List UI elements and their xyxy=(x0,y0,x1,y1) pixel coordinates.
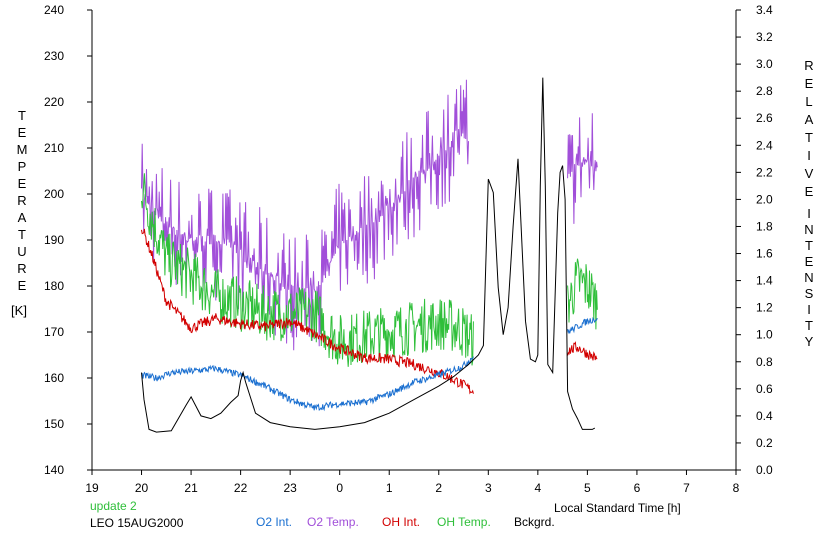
y-left-label-letter: M xyxy=(17,142,28,157)
y-right-label-letter: T xyxy=(805,238,813,253)
y-right-tick-label: 0.4 xyxy=(756,409,773,423)
series-o2-temp-line xyxy=(141,79,469,351)
x-tick-label: 1 xyxy=(386,481,393,495)
labels-group: 19 20 21 22 23 0 1 2 3 4 5 6 7 8140150160170180190200… xyxy=(11,3,814,529)
x-tick-label: 6 xyxy=(634,481,641,495)
y-right-label-letter: S xyxy=(805,286,814,301)
y-left-label-letter: E xyxy=(18,125,27,140)
series-oh-temp-line xyxy=(141,173,474,367)
y-left-label-letter: E xyxy=(18,278,27,293)
y-left-label-letter: T xyxy=(18,108,26,123)
x-tick-label: 7 xyxy=(683,481,690,495)
y-right-tick-label: 3.0 xyxy=(756,57,773,71)
y-right-tick-label: 1.4 xyxy=(756,274,773,288)
y-right-label-letter: A xyxy=(805,112,814,127)
series-layer xyxy=(141,77,598,433)
y-left-tick-label: 180 xyxy=(44,279,64,293)
y-right-label-letter: N xyxy=(804,222,813,237)
footer-station: LEO 15AUG2000 xyxy=(90,516,184,530)
y-left-tick-label: 230 xyxy=(44,49,64,63)
y-right-label-letter: E xyxy=(805,76,814,91)
footer-update: update 2 xyxy=(90,499,137,513)
y-left-label-letter: E xyxy=(18,176,27,191)
y-right-label-letter: V xyxy=(805,166,814,181)
legend-item: O2 Temp. xyxy=(307,515,359,529)
y-right-label-letter: I xyxy=(807,148,811,163)
y-left-tick-label: 190 xyxy=(44,233,64,247)
series-oh-int-line xyxy=(141,228,474,395)
y-right-tick-label: 1.2 xyxy=(756,301,773,315)
y-left-label-letter: A xyxy=(18,210,27,225)
y-right-label-letter: L xyxy=(805,94,812,109)
y-right-tick-label: 2.0 xyxy=(756,192,773,206)
x-tick-label: 23 xyxy=(283,481,297,495)
y-right-tick-label: 2.6 xyxy=(756,111,773,125)
y-left-tick-label: 150 xyxy=(44,417,64,431)
x-tick-label: 8 xyxy=(733,481,740,495)
x-axis-label: Local Standard Time [h] xyxy=(554,501,681,515)
y-left-tick-label: 200 xyxy=(44,187,64,201)
y-right-tick-label: 3.2 xyxy=(756,30,773,44)
y-right-label-letter: I xyxy=(807,206,811,221)
y-right-label-letter: I xyxy=(807,302,811,317)
y-left-tick-label: 160 xyxy=(44,371,64,385)
y-right-tick-label: 2.2 xyxy=(756,165,773,179)
y-right-tick-label: 0.6 xyxy=(756,382,773,396)
y-right-tick-label: 1.6 xyxy=(756,247,773,261)
legend-item: O2 Int. xyxy=(256,515,292,529)
series-oh-temp-line xyxy=(567,258,598,330)
y-right-label-letter: E xyxy=(805,254,814,269)
x-tick-label: 5 xyxy=(584,481,591,495)
y-right-label-letter: T xyxy=(805,130,813,145)
y-left-label-letter: R xyxy=(17,193,26,208)
series-o2-int-line xyxy=(567,316,598,335)
series-oh-int-line xyxy=(567,341,598,361)
y-right-label-letter: N xyxy=(804,270,813,285)
y-right-tick-label: 2.8 xyxy=(756,84,773,98)
y-right-label-letter: T xyxy=(805,318,813,333)
x-tick-label: 19 xyxy=(85,481,99,495)
x-tick-label: 21 xyxy=(184,481,198,495)
legend-item: Bckgrd. xyxy=(514,515,555,529)
series-bckgrd-line xyxy=(141,77,596,433)
y-right-label-letter: Y xyxy=(805,334,814,349)
y-left-label-letter: R xyxy=(17,261,26,276)
y-right-label-letter: E xyxy=(805,184,814,199)
x-tick-label: 2 xyxy=(435,481,442,495)
y-right-tick-label: 3.4 xyxy=(756,3,773,17)
y-left-tick-label: 210 xyxy=(44,141,64,155)
y-left-tick-label: 140 xyxy=(44,463,64,477)
x-tick-label: 4 xyxy=(535,481,542,495)
x-tick-label: 22 xyxy=(234,481,248,495)
y-left-label-letter: P xyxy=(18,159,27,174)
legend-item: OH Int. xyxy=(382,515,420,529)
axes-group xyxy=(87,9,741,475)
y-right-tick-label: 1.0 xyxy=(756,328,773,342)
y-right-tick-label: 0.8 xyxy=(756,355,773,369)
x-tick-label: 3 xyxy=(485,481,492,495)
y-left-tick-label: 220 xyxy=(44,95,64,109)
y-left-label-letter: T xyxy=(18,227,26,242)
x-tick-label: 20 xyxy=(135,481,149,495)
x-tick-label: 0 xyxy=(336,481,343,495)
y-left-label-letter: U xyxy=(17,244,26,259)
y-right-tick-label: 1.8 xyxy=(756,219,773,233)
y-right-tick-label: 0.2 xyxy=(756,436,773,450)
series-o2-temp-line xyxy=(567,113,598,224)
y-right-label-letter: R xyxy=(804,58,813,73)
y-left-tick-label: 170 xyxy=(44,325,64,339)
y-left-tick-label: 240 xyxy=(44,3,64,17)
series-o2-int-line xyxy=(141,356,474,412)
y-right-tick-label: 2.4 xyxy=(756,138,773,152)
y-left-unit-label: [K] xyxy=(11,303,27,318)
y-right-tick-label: 0.0 xyxy=(756,463,773,477)
legend-item: OH Temp. xyxy=(437,515,491,529)
